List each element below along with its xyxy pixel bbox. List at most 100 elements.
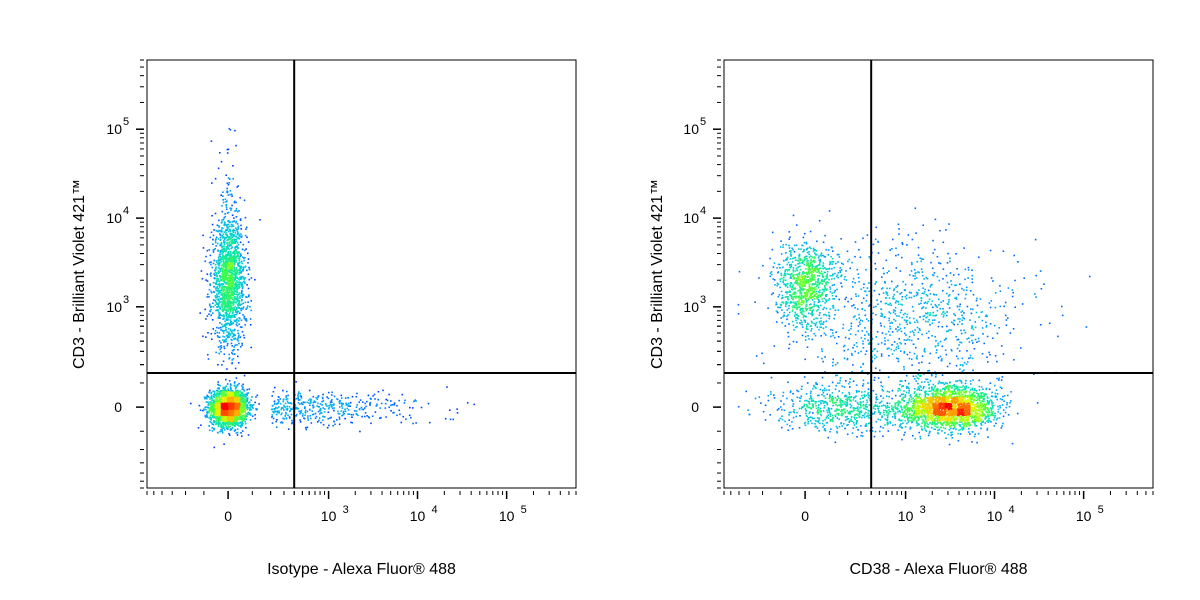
event-dot bbox=[1085, 326, 1088, 328]
event-dot bbox=[832, 250, 834, 252]
event-dot bbox=[914, 207, 917, 209]
event-dot bbox=[940, 359, 943, 362]
event-dot bbox=[231, 230, 234, 232]
event-dot bbox=[230, 423, 233, 425]
event-dot bbox=[220, 194, 222, 196]
event-dot bbox=[223, 339, 226, 341]
event-dot bbox=[286, 407, 289, 410]
event-dot bbox=[311, 410, 313, 412]
event-dot bbox=[228, 244, 230, 247]
event-dot bbox=[244, 399, 247, 402]
event-dot bbox=[998, 379, 1000, 381]
event-dot bbox=[857, 273, 859, 275]
event-dot bbox=[927, 434, 930, 437]
event-dot bbox=[227, 264, 230, 266]
event-dot bbox=[300, 402, 303, 404]
event-dot bbox=[996, 360, 998, 363]
event-dot bbox=[240, 408, 242, 411]
event-dot bbox=[242, 314, 244, 316]
event-dot bbox=[818, 220, 821, 222]
event-dot bbox=[229, 271, 232, 274]
event-dot bbox=[904, 332, 906, 335]
event-dot bbox=[931, 267, 934, 270]
event-dot bbox=[284, 402, 287, 405]
event-dot bbox=[230, 315, 233, 318]
event-dot bbox=[220, 242, 223, 244]
event-dot bbox=[223, 423, 226, 426]
event-dot bbox=[234, 388, 237, 390]
event-dot bbox=[213, 427, 215, 430]
event-dot bbox=[226, 289, 228, 292]
event-dot bbox=[456, 408, 458, 410]
event-dot bbox=[229, 394, 231, 396]
event-dot bbox=[849, 333, 852, 335]
event-dot bbox=[220, 279, 223, 281]
event-dot bbox=[227, 395, 230, 397]
event-dot bbox=[236, 245, 239, 247]
event-dot bbox=[341, 405, 343, 407]
event-dot bbox=[227, 260, 229, 263]
event-dot bbox=[219, 291, 221, 294]
event-dot bbox=[232, 264, 235, 267]
event-dot bbox=[202, 335, 204, 338]
event-dot bbox=[781, 321, 783, 324]
event-dot bbox=[231, 352, 233, 354]
event-dot bbox=[223, 264, 226, 266]
event-dot bbox=[231, 421, 233, 424]
event-dot bbox=[986, 335, 989, 338]
event-dot bbox=[273, 408, 276, 411]
event-dot bbox=[234, 295, 236, 298]
event-dot bbox=[862, 347, 865, 349]
event-dot bbox=[215, 229, 218, 232]
event-dot bbox=[239, 415, 241, 418]
event-dot bbox=[217, 250, 219, 252]
event-dot bbox=[224, 233, 227, 236]
event-dot bbox=[772, 266, 775, 268]
event-dot bbox=[229, 256, 232, 259]
event-dot bbox=[864, 314, 867, 317]
event-dot bbox=[223, 388, 226, 390]
event-dot bbox=[246, 305, 249, 307]
event-dot bbox=[821, 350, 823, 353]
event-dot bbox=[215, 301, 217, 303]
event-dot bbox=[927, 337, 930, 339]
event-dot bbox=[861, 302, 863, 304]
event-dot bbox=[211, 427, 213, 429]
event-dot bbox=[211, 407, 213, 409]
event-dot bbox=[217, 394, 220, 397]
event-dot bbox=[227, 418, 229, 421]
event-dot bbox=[229, 297, 231, 300]
event-dot bbox=[356, 413, 358, 416]
event-dot bbox=[935, 373, 937, 376]
event-dot bbox=[225, 267, 228, 270]
event-dot bbox=[233, 319, 236, 322]
event-dot bbox=[1001, 425, 1003, 427]
event-dot bbox=[235, 240, 237, 243]
event-dot bbox=[230, 306, 232, 308]
event-dot bbox=[216, 387, 219, 390]
event-dot bbox=[942, 268, 945, 270]
event-dot bbox=[246, 400, 248, 403]
event-dot bbox=[824, 356, 826, 358]
event-dot bbox=[223, 390, 226, 393]
event-dot bbox=[239, 312, 241, 314]
event-dot bbox=[239, 304, 241, 306]
event-dot bbox=[231, 255, 233, 258]
event-dot bbox=[834, 441, 837, 444]
event-dot bbox=[971, 281, 974, 284]
event-dot bbox=[213, 413, 215, 416]
event-dot bbox=[316, 405, 318, 407]
event-dot bbox=[226, 229, 229, 231]
event-dot bbox=[241, 262, 243, 265]
event-dot bbox=[227, 327, 230, 330]
event-dot bbox=[219, 253, 221, 255]
event-dot bbox=[225, 258, 228, 261]
event-dot bbox=[400, 421, 403, 424]
event-dot bbox=[218, 425, 220, 427]
event-dot bbox=[1034, 238, 1037, 241]
event-dot bbox=[338, 423, 341, 426]
event-dot bbox=[224, 410, 227, 412]
event-dot bbox=[237, 404, 240, 406]
event-dot bbox=[221, 430, 224, 432]
event-dot bbox=[216, 398, 218, 400]
